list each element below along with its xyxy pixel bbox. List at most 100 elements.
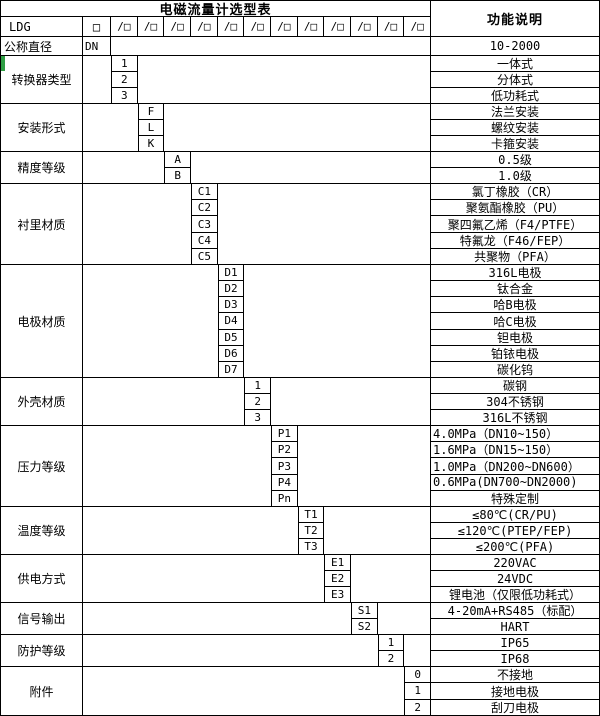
group-label: 温度等级	[1, 507, 83, 554]
description-cell: 碳钢	[431, 378, 599, 394]
code-cell: A	[165, 152, 190, 168]
description-cell: 碳化钨	[496, 362, 533, 377]
code-cell: D1	[218, 265, 244, 282]
code-column: DN	[83, 37, 111, 55]
description-cell: 哈B电极	[431, 297, 599, 314]
code-cell: T3	[304, 540, 318, 553]
code-cell: P1	[272, 426, 297, 443]
group-转换器类型: 转换器类型 1 2 3 一体式 分体式 低功耗式	[1, 56, 599, 104]
description-cell: 0.5级	[431, 152, 599, 168]
code-cell: 1	[405, 683, 430, 700]
description-cell: 1.0级	[498, 169, 532, 183]
code-cell: C3	[192, 216, 217, 233]
function-column-header: 功能说明	[430, 1, 599, 36]
group-供电方式: 供电方式 E1 E2 E3 220VAC 24VDC 锂电池（仅限低功耗式）	[1, 555, 599, 603]
code-cell: D6	[218, 346, 244, 362]
description-column: 不接地 接地电极 刮刀电极	[430, 667, 599, 715]
model-code-row: LDG □ /□/□/□/□/□/□/□/□/□/□/□/□	[1, 17, 430, 36]
code-cell: D3	[218, 297, 244, 314]
code-cell: F	[138, 104, 164, 120]
model-slash-cell: /□	[410, 20, 424, 33]
code-cell: E1	[325, 555, 350, 571]
code-cell: C1	[192, 184, 217, 201]
description-cell: 10-2000	[489, 39, 541, 53]
description-cell: IP65	[431, 635, 599, 651]
description-cell: 1.0MPa（DN200~DN600）	[431, 458, 599, 475]
description-cell: 4.0MPa（DN10~150）	[431, 426, 599, 443]
group-label: 安装形式	[1, 104, 83, 151]
code-cell: 2	[245, 394, 270, 410]
description-cell: 316L不锈钢	[482, 411, 548, 425]
group-label: 外壳材质	[1, 378, 83, 425]
code-cell: 2	[387, 652, 395, 665]
description-cell: ≤80℃(CR/PU)	[431, 507, 599, 523]
description-cell: 特殊定制	[490, 491, 539, 506]
description-cell: 聚四氟乙烯（F4/PTFE）	[431, 216, 599, 233]
code-cell: 1	[112, 56, 137, 72]
group-label: 信号输出	[1, 603, 83, 634]
description-column: IP65 IP68	[430, 635, 599, 666]
group-label: 公称直径	[1, 37, 83, 55]
description-cell: 一体式	[431, 56, 599, 72]
code-cell: P2	[272, 442, 297, 459]
description-column: 法兰安装 螺纹安装 卡箍安装	[430, 104, 599, 151]
group-信号输出: 信号输出 S1 S2 4-20mA+RS485（标配） HART	[1, 603, 599, 635]
model-slash-cell: /□	[111, 17, 138, 36]
description-cell: 聚氨酯橡胶（PU）	[431, 200, 599, 217]
code-cell: S1	[352, 603, 377, 619]
code-cell: T2	[298, 523, 324, 539]
description-cell: 铂铱电极	[431, 346, 599, 362]
description-cell: 分体式	[431, 72, 599, 88]
description-cell: 不接地	[431, 667, 599, 684]
code-cell: 3	[254, 411, 261, 424]
group-压力等级: 压力等级 P1 P2 P3 P4 Pn 4.0MPa（DN10~150） 1.6MPa（DN1…	[1, 426, 599, 507]
code-cell: D7	[224, 362, 238, 376]
description-column: ≤80℃(CR/PU) ≤120℃(PTEP/FEP) ≤200℃(PFA)	[430, 507, 599, 554]
code-cell: E3	[331, 588, 345, 601]
code-cell: K	[147, 137, 155, 150]
green-mark-artifact	[1, 56, 5, 71]
description-cell: 接地电极	[431, 683, 599, 700]
description-cell: 24VDC	[431, 571, 599, 587]
model-box-cell: □	[83, 17, 111, 36]
description-column: 氯丁橡胶（CR） 聚氨酯橡胶（PU） 聚四氟乙烯（F4/PTFE） 特氟龙（F46/F…	[430, 184, 599, 264]
group-衬里材质: 衬里材质 C1 C2 C3 C4 C5 氯丁橡胶（CR） 聚氨酯橡胶（PU） 聚四氟乙烯（F4/…	[1, 184, 599, 265]
description-cell: ≤120℃(PTEP/FEP)	[431, 523, 599, 539]
description-cell: 法兰安装	[431, 104, 599, 120]
description-cell: 220VAC	[431, 555, 599, 571]
code-cell: 2	[414, 700, 421, 714]
description-cell: 螺纹安装	[431, 120, 599, 136]
description-cell: ≤200℃(PFA)	[475, 539, 555, 554]
group-公称直径: 公称直径 DN 10-2000	[1, 37, 599, 56]
code-cell: 1	[378, 635, 404, 651]
group-label: 精度等级	[1, 152, 83, 183]
group-附件: 附件 0 1 2 不接地 接地电极 刮刀电极	[1, 667, 599, 715]
description-cell: 特氟龙（F46/FEP）	[431, 233, 599, 249]
model-slash-cell: /□	[164, 17, 192, 36]
description-cell: 钛合金	[431, 281, 599, 298]
model-slash-cell: /□	[298, 17, 325, 36]
model-slash-cell: /□	[271, 17, 298, 36]
model-slash-cell: /□	[244, 17, 272, 36]
code-cell: S2	[357, 620, 371, 633]
description-column: 10-2000	[430, 37, 599, 55]
header-left: 电磁流量计选型表 LDG □ /□/□/□/□/□/□/□/□/□/□/□/□	[1, 1, 430, 36]
group-精度等级: 精度等级 A B 0.5级 1.0级	[1, 152, 599, 184]
group-温度等级: 温度等级 T1 T2 T3 ≤80℃(CR/PU) ≤120℃(PTEP/FEP) ≤200…	[1, 507, 599, 555]
description-cell: 304不锈钢	[431, 394, 599, 410]
code-cell: 3	[121, 89, 128, 102]
description-column: 碳钢 304不锈钢 316L不锈钢	[430, 378, 599, 425]
description-cell: 1.6MPa（DN15~150）	[431, 442, 599, 459]
description-cell: 锂电池（仅限低功耗式）	[448, 588, 581, 602]
description-cell: IP68	[500, 651, 530, 666]
group-label: 防护等级	[1, 635, 83, 666]
code-column: C1 C2 C3 C4 C5	[191, 184, 218, 264]
code-cell: D4	[218, 313, 244, 330]
description-cell: 0.6MPa(DN700~DN2000)	[431, 475, 599, 491]
group-label: 压力等级	[1, 426, 83, 506]
